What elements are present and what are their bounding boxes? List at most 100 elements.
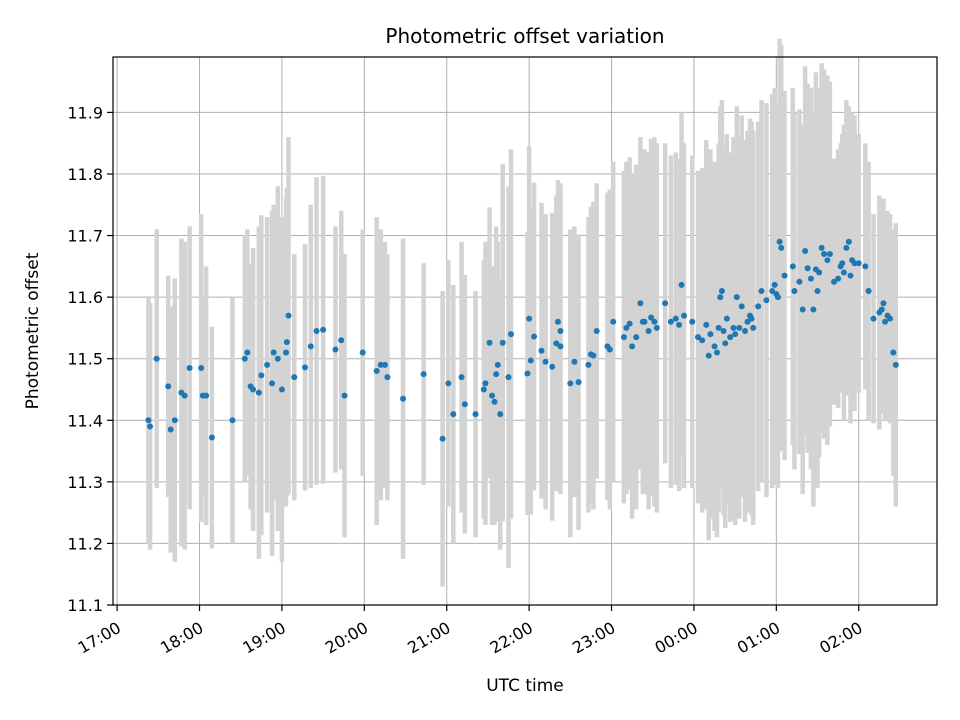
data-point bbox=[672, 315, 679, 322]
data-point bbox=[332, 346, 339, 353]
data-point bbox=[892, 361, 899, 368]
data-point bbox=[531, 333, 538, 340]
data-point bbox=[831, 278, 837, 285]
data-point bbox=[400, 395, 407, 402]
data-point bbox=[373, 368, 380, 375]
y-tick-label: 11.1 bbox=[67, 596, 103, 615]
data-point bbox=[278, 386, 285, 393]
data-point bbox=[557, 328, 564, 334]
data-point bbox=[480, 386, 487, 393]
y-tick-label: 11.2 bbox=[67, 534, 103, 553]
data-point bbox=[707, 331, 714, 338]
data-point bbox=[497, 411, 504, 418]
data-point bbox=[147, 423, 154, 430]
data-point bbox=[835, 275, 842, 282]
plot-frame bbox=[112, 56, 938, 606]
data-point bbox=[526, 315, 533, 322]
data-point bbox=[662, 300, 669, 307]
data-point bbox=[789, 263, 796, 270]
data-point bbox=[748, 315, 755, 322]
data-point bbox=[814, 287, 821, 294]
data-point bbox=[804, 265, 811, 272]
y-tick-label: 11.6 bbox=[67, 288, 103, 307]
data-point bbox=[689, 318, 696, 325]
data-point bbox=[727, 334, 734, 341]
data-point bbox=[553, 340, 560, 347]
data-point bbox=[774, 294, 781, 301]
data-point bbox=[791, 287, 798, 294]
data-point bbox=[527, 357, 534, 364]
data-point bbox=[505, 374, 512, 381]
data-point bbox=[862, 263, 869, 270]
data-point bbox=[542, 358, 549, 365]
data-point bbox=[847, 272, 854, 279]
data-point bbox=[557, 343, 564, 350]
y-tick-label: 11.3 bbox=[67, 473, 103, 492]
data-point bbox=[461, 401, 468, 408]
data-point bbox=[250, 386, 257, 393]
data-point bbox=[645, 328, 652, 334]
data-point bbox=[641, 318, 648, 325]
data-point bbox=[681, 312, 688, 319]
data-point bbox=[720, 328, 727, 334]
data-point bbox=[826, 251, 833, 258]
data-point bbox=[703, 321, 710, 328]
data-point bbox=[865, 287, 872, 294]
data-point bbox=[269, 380, 276, 387]
y-tick-label: 11.9 bbox=[67, 103, 103, 122]
data-point bbox=[887, 315, 894, 322]
data-point bbox=[590, 352, 597, 359]
data-point bbox=[878, 306, 885, 313]
data-point bbox=[713, 349, 720, 356]
data-point bbox=[549, 363, 556, 370]
data-point bbox=[870, 315, 877, 322]
data-point bbox=[307, 343, 314, 350]
data-point bbox=[723, 315, 730, 322]
data-point bbox=[807, 275, 814, 282]
data-point bbox=[499, 339, 506, 346]
data-point bbox=[507, 331, 514, 338]
data-point bbox=[486, 339, 493, 346]
data-point bbox=[313, 328, 320, 334]
data-point bbox=[824, 257, 831, 264]
data-point bbox=[667, 318, 674, 325]
data-point bbox=[274, 355, 281, 362]
data-point bbox=[445, 380, 452, 387]
data-point bbox=[750, 324, 757, 331]
data-point bbox=[320, 326, 327, 333]
data-point bbox=[167, 426, 174, 433]
data-point bbox=[778, 244, 785, 251]
data-point bbox=[255, 389, 262, 396]
data-point bbox=[567, 380, 574, 387]
data-point bbox=[283, 349, 290, 356]
data-point bbox=[781, 272, 788, 279]
data-point bbox=[676, 321, 683, 328]
data-point bbox=[585, 361, 592, 368]
data-point bbox=[524, 370, 531, 377]
data-point bbox=[381, 361, 388, 368]
y-tick-label: 11.7 bbox=[67, 227, 103, 246]
data-point bbox=[769, 287, 776, 294]
data-point bbox=[816, 269, 823, 276]
y-tick-label: 11.5 bbox=[67, 350, 103, 369]
data-point bbox=[796, 278, 803, 285]
data-point bbox=[839, 260, 846, 267]
data-point bbox=[593, 328, 600, 334]
data-point bbox=[575, 379, 582, 386]
data-point bbox=[633, 334, 640, 341]
data-point bbox=[821, 251, 828, 258]
y-axis-label: Photometric offset bbox=[23, 252, 43, 409]
data-point bbox=[610, 318, 617, 325]
data-point bbox=[717, 294, 724, 301]
data-point bbox=[648, 314, 655, 321]
data-point bbox=[695, 334, 702, 341]
data-point bbox=[203, 392, 210, 399]
data-point bbox=[494, 361, 501, 368]
data-point bbox=[629, 343, 636, 350]
data-point bbox=[606, 346, 613, 353]
data-point bbox=[802, 247, 809, 254]
data-point bbox=[181, 392, 188, 399]
data-point bbox=[843, 244, 850, 251]
data-point bbox=[763, 297, 770, 304]
